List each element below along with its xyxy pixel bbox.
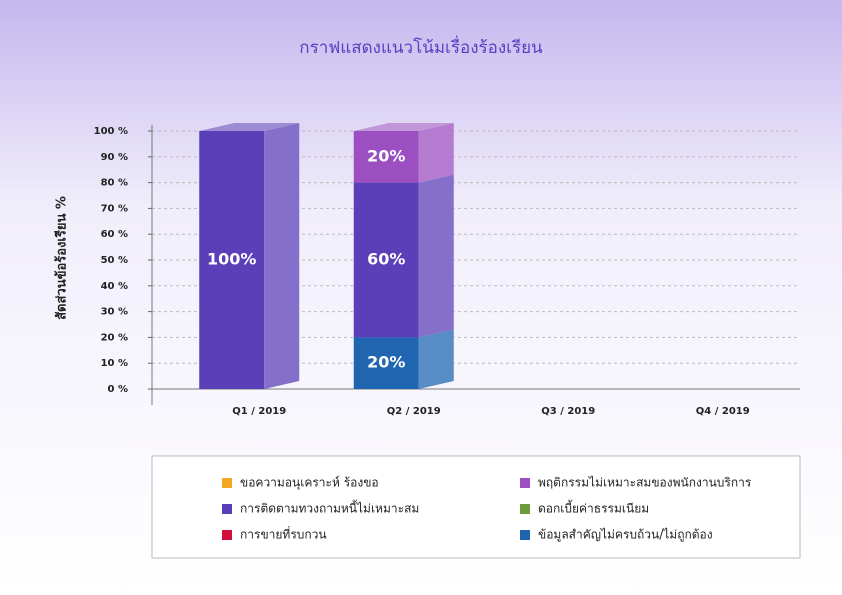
legend-label: ข้อมูลสำคัญไม่ครบถ้วน/ไม่ถูกต้อง: [538, 528, 713, 543]
legend-box: [151, 455, 801, 559]
bar-top: [353, 123, 454, 131]
legend-swatch: [520, 478, 530, 488]
legend-label: การขายที่รบกวน: [240, 526, 327, 542]
x-tick-label: Q4 / 2019: [696, 406, 750, 417]
bar-segment: [353, 123, 454, 183]
y-tick-label: 60 %: [101, 229, 128, 240]
bar-segment: [353, 174, 454, 338]
y-tick-label: 40 %: [101, 281, 128, 292]
y-tick-label: 0 %: [108, 384, 128, 395]
bar-segment: [353, 329, 454, 389]
legend-swatch: [520, 530, 530, 540]
legend-label: พฤติกรรมไม่เหมาะสมของพนักงานบริการ: [538, 476, 752, 490]
legend-label: ขอความอนุเคราะห์ ร้องขอ: [240, 476, 379, 491]
value-label: 100%: [207, 250, 256, 269]
bar-face: [353, 182, 419, 338]
y-tick-label: 10 %: [101, 358, 128, 369]
value-label: 60%: [367, 250, 405, 269]
legend-swatch: [520, 504, 530, 514]
bar-face: [418, 329, 454, 389]
legend-swatch: [222, 478, 232, 488]
x-tick-label: Q1 / 2019: [232, 406, 286, 417]
y-tick-label: 30 %: [101, 307, 128, 318]
y-tick-label: 50 %: [101, 255, 128, 266]
y-tick-label: 90 %: [101, 152, 128, 163]
legend-label: ดอกเบี้ยค่าธรรมเนียม: [538, 500, 649, 516]
bar-face: [418, 174, 454, 338]
legend-swatch: [222, 530, 232, 540]
bar-segment: [199, 123, 300, 389]
y-axis-label: สัดส่วนข้อร้องเรียน %: [54, 196, 70, 320]
x-tick-label: Q3 / 2019: [541, 406, 595, 417]
y-tick-label: 100 %: [94, 126, 128, 137]
legend-label: การติดตามทวงถามหนี้ไม่เหมาะสม: [240, 500, 419, 516]
value-label: 20%: [367, 146, 405, 165]
bar-face: [418, 123, 454, 183]
bar-face: [264, 123, 300, 389]
bar-face: [199, 131, 265, 389]
y-tick-label: 70 %: [101, 203, 128, 214]
y-tick-label: 80 %: [101, 178, 128, 189]
legend-swatch: [222, 504, 232, 514]
chart-title: กราฟแสดงแนวโน้มเรื่องร้องเรียน: [299, 35, 543, 58]
x-tick-label: Q2 / 2019: [387, 406, 441, 417]
bar-face: [353, 337, 419, 389]
bar-top: [199, 123, 300, 131]
y-tick-label: 20 %: [101, 332, 128, 343]
value-label: 20%: [367, 353, 405, 372]
bar-face: [353, 131, 419, 183]
